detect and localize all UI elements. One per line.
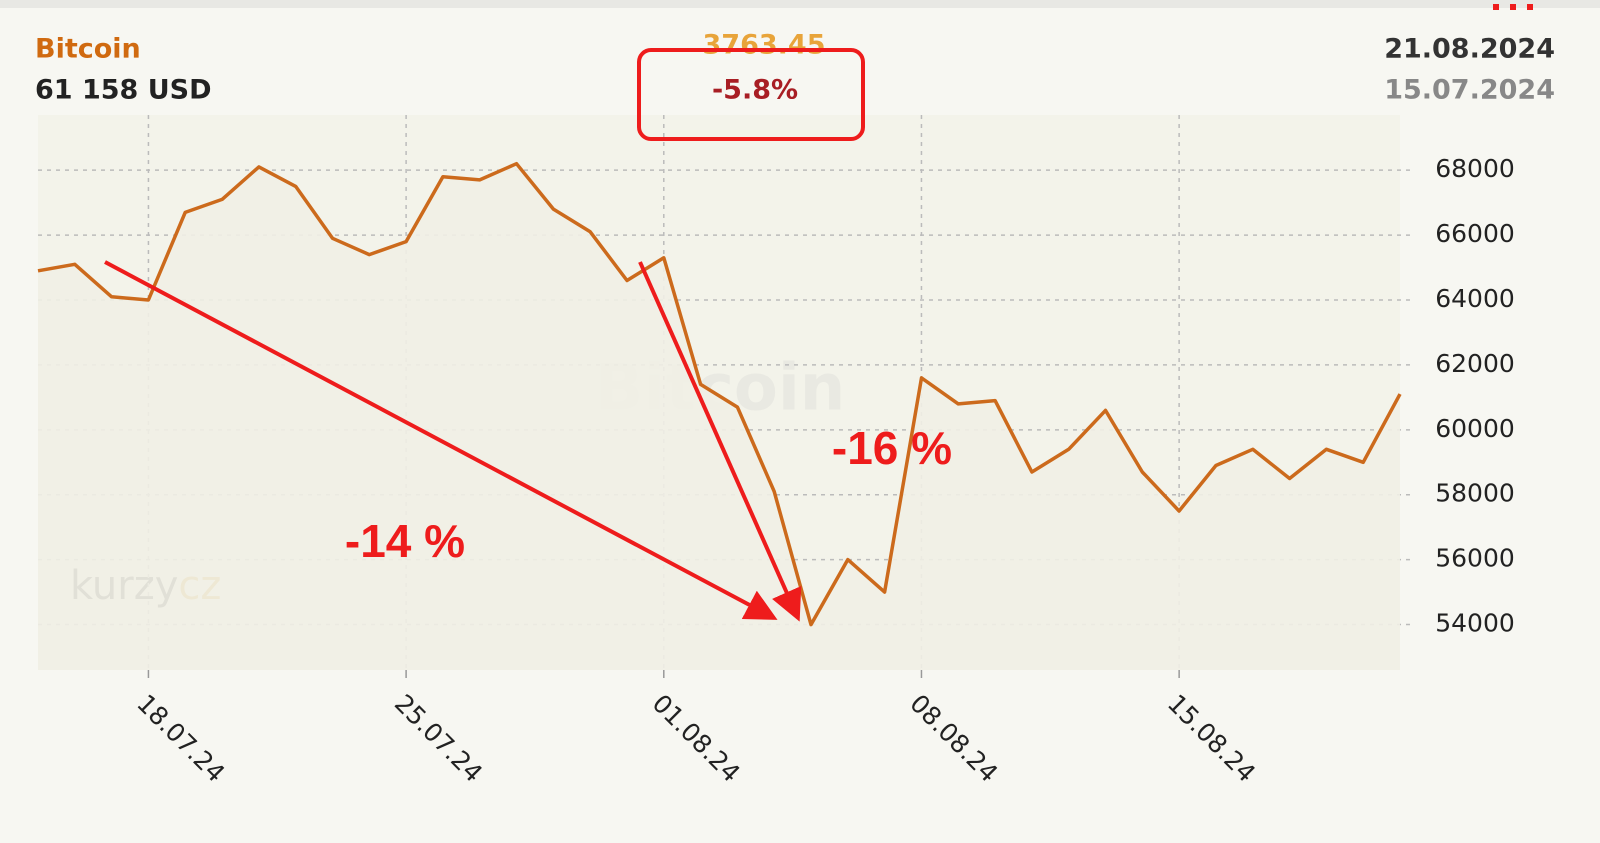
arrow xyxy=(104,260,778,620)
chart-title: Bitcoin xyxy=(35,34,141,65)
line xyxy=(37,161,1402,627)
start-date: 15.07.2024 xyxy=(1384,75,1555,106)
y-tick-label: 56000 xyxy=(1435,544,1515,573)
y-tick-label: 64000 xyxy=(1435,284,1515,313)
annotation: -14 % xyxy=(345,515,465,567)
arrow xyxy=(638,261,802,622)
area xyxy=(38,163,1400,670)
annotation: -16 % xyxy=(832,422,952,474)
plot-area: Bitcoinkurzycz54000560005800060000620006… xyxy=(37,115,1515,788)
y-tick-label: 66000 xyxy=(1435,219,1515,248)
y-tick-label: 54000 xyxy=(1435,609,1515,638)
y-tick-label: 68000 xyxy=(1435,154,1515,183)
percent-change: -5.8% xyxy=(712,75,798,106)
price-change: 3763.45 xyxy=(703,30,826,61)
top-strip xyxy=(0,0,1600,8)
y-tick-label: 60000 xyxy=(1435,414,1515,443)
end-date: 21.08.2024 xyxy=(1384,34,1555,65)
chart-subtitle: 61 158 USD xyxy=(35,75,212,106)
corner-dots xyxy=(1493,4,1533,10)
highlight-box xyxy=(637,48,865,141)
y-tick-label: 58000 xyxy=(1435,479,1515,508)
y-tick-label: 62000 xyxy=(1435,349,1515,378)
